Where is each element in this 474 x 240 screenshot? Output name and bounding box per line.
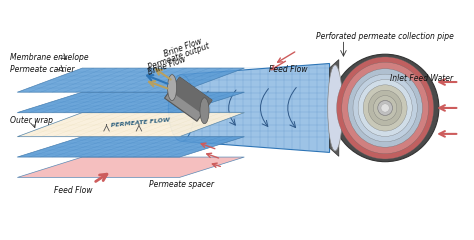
Text: Brine Flow: Brine Flow xyxy=(146,55,187,77)
Text: PERMEATE FLOW: PERMEATE FLOW xyxy=(110,118,170,128)
Ellipse shape xyxy=(168,75,194,141)
Ellipse shape xyxy=(378,101,392,115)
Ellipse shape xyxy=(337,57,434,159)
Ellipse shape xyxy=(358,79,412,136)
Text: Permeate carrier: Permeate carrier xyxy=(10,65,74,73)
Ellipse shape xyxy=(167,75,177,101)
Text: Permeate spacer: Permeate spacer xyxy=(149,180,214,189)
Ellipse shape xyxy=(353,74,417,142)
Ellipse shape xyxy=(363,85,407,131)
Ellipse shape xyxy=(200,98,209,124)
Text: Perforated permeate collection pipe: Perforated permeate collection pipe xyxy=(316,32,454,41)
Ellipse shape xyxy=(331,54,439,162)
Ellipse shape xyxy=(378,100,392,115)
Ellipse shape xyxy=(328,65,343,151)
Polygon shape xyxy=(18,68,244,92)
Polygon shape xyxy=(18,113,244,137)
Ellipse shape xyxy=(342,62,428,154)
Polygon shape xyxy=(18,157,244,177)
Text: Inlet Feed Water: Inlet Feed Water xyxy=(390,74,453,83)
Polygon shape xyxy=(164,77,212,121)
Polygon shape xyxy=(18,137,244,157)
Text: Feed Flow: Feed Flow xyxy=(54,186,92,195)
Text: Membrane envelope: Membrane envelope xyxy=(10,53,89,61)
Text: Brine Flow: Brine Flow xyxy=(163,37,203,59)
Ellipse shape xyxy=(374,96,397,120)
Ellipse shape xyxy=(381,104,389,112)
Polygon shape xyxy=(329,60,339,156)
Polygon shape xyxy=(18,92,244,113)
Ellipse shape xyxy=(368,90,402,126)
Text: Feed Flow: Feed Flow xyxy=(269,65,308,73)
Text: Outer wrap: Outer wrap xyxy=(10,115,53,125)
Ellipse shape xyxy=(348,69,422,147)
Polygon shape xyxy=(182,64,329,152)
Text: Permeate output: Permeate output xyxy=(147,42,211,72)
Polygon shape xyxy=(170,77,212,114)
